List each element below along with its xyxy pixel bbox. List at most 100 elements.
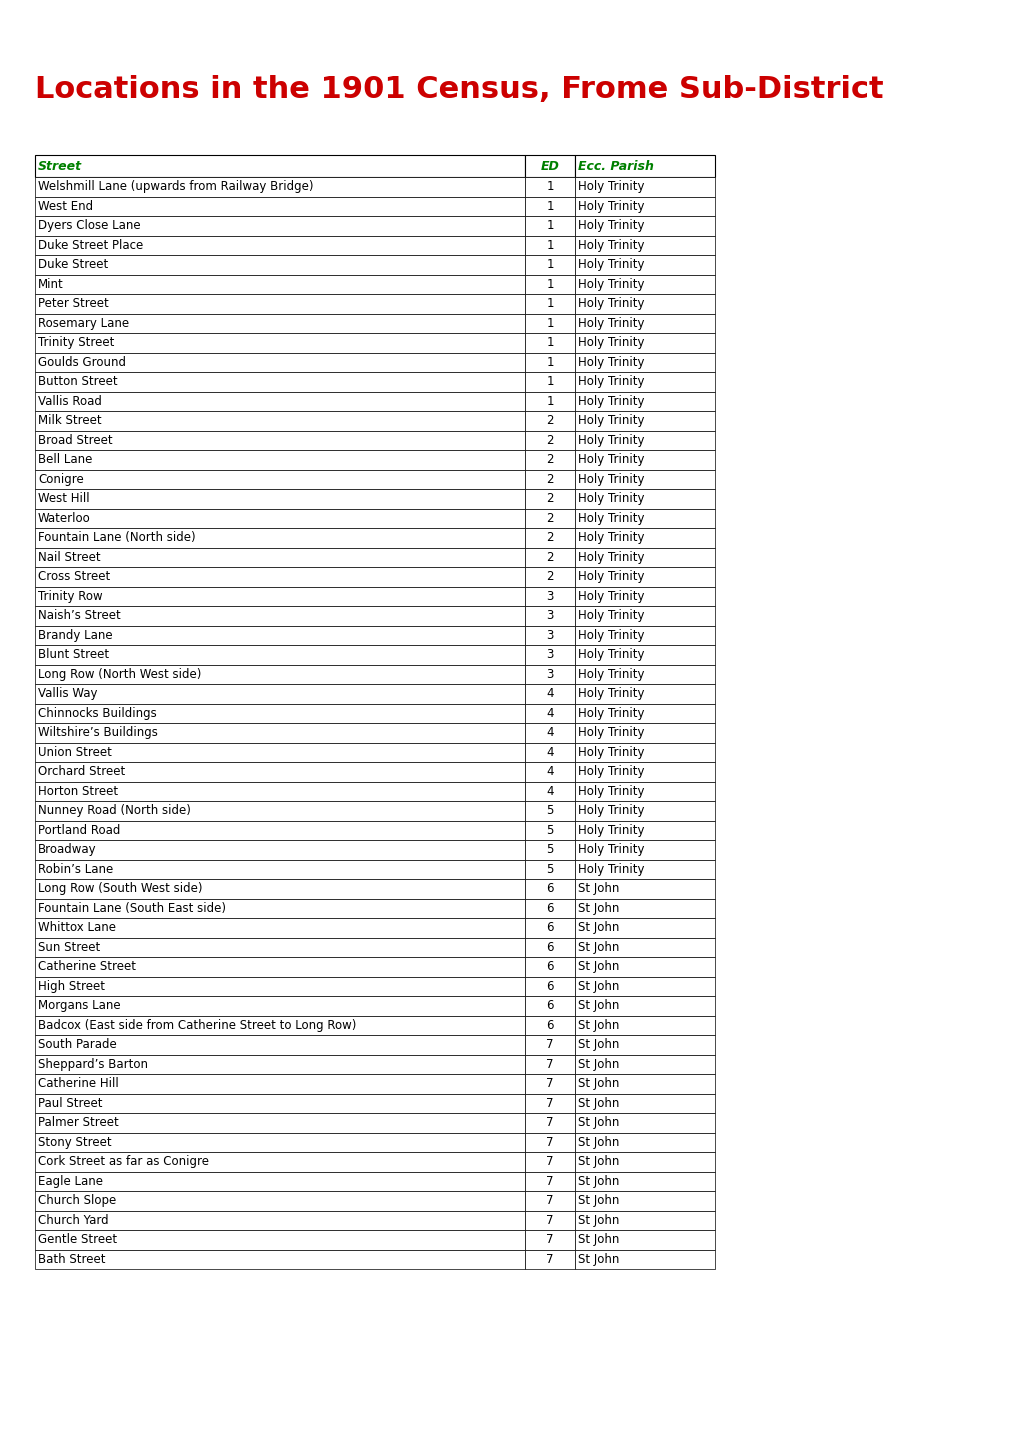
Text: Holy Trinity: Holy Trinity <box>578 395 644 408</box>
Bar <box>575 1094 714 1113</box>
Bar <box>575 1055 714 1074</box>
Bar <box>575 782 714 801</box>
Bar <box>525 411 575 430</box>
Text: Church Slope: Church Slope <box>38 1195 116 1208</box>
Text: Fountain Lane (South East side): Fountain Lane (South East side) <box>38 902 226 915</box>
Text: 6: 6 <box>546 941 553 954</box>
Bar <box>35 1055 525 1074</box>
Bar <box>35 1035 525 1055</box>
Bar <box>575 879 714 899</box>
Bar <box>35 294 525 313</box>
Bar <box>525 430 575 450</box>
Bar <box>525 684 575 704</box>
Bar <box>525 391 575 411</box>
Bar <box>525 938 575 957</box>
Bar <box>525 1211 575 1229</box>
Bar <box>575 430 714 450</box>
Text: Vallis Road: Vallis Road <box>38 395 102 408</box>
Bar <box>575 899 714 918</box>
Text: 4: 4 <box>546 746 553 759</box>
Bar <box>525 723 575 743</box>
Bar <box>35 450 525 469</box>
Text: Cork Street as far as Conigre: Cork Street as far as Conigre <box>38 1156 209 1169</box>
Text: Blunt Street: Blunt Street <box>38 648 109 661</box>
Text: 1: 1 <box>546 199 553 212</box>
Text: Holy Trinity: Holy Trinity <box>578 785 644 798</box>
Bar <box>575 216 714 235</box>
Bar <box>525 1190 575 1211</box>
Text: 7: 7 <box>546 1039 553 1052</box>
Text: Holy Trinity: Holy Trinity <box>578 746 644 759</box>
Text: Sun Street: Sun Street <box>38 941 100 954</box>
Text: Broad Street: Broad Street <box>38 434 112 447</box>
Bar <box>575 1190 714 1211</box>
Text: Cross Street: Cross Street <box>38 570 110 583</box>
Text: 5: 5 <box>546 824 553 837</box>
Bar <box>575 567 714 586</box>
Bar <box>575 154 714 177</box>
Text: 1: 1 <box>546 297 553 310</box>
Text: Holy Trinity: Holy Trinity <box>578 707 644 720</box>
Text: St John: St John <box>578 882 619 895</box>
Text: St John: St John <box>578 941 619 954</box>
Text: 3: 3 <box>546 668 553 681</box>
Text: 7: 7 <box>546 1136 553 1149</box>
Text: Holy Trinity: Holy Trinity <box>578 531 644 544</box>
Bar <box>35 879 525 899</box>
Bar <box>575 1035 714 1055</box>
Bar <box>35 177 525 196</box>
Text: Holy Trinity: Holy Trinity <box>578 804 644 817</box>
Bar <box>525 1055 575 1074</box>
Bar <box>575 391 714 411</box>
Bar <box>35 1094 525 1113</box>
Text: 7: 7 <box>546 1175 553 1188</box>
Bar <box>575 1152 714 1172</box>
Text: 6: 6 <box>546 902 553 915</box>
Bar <box>525 469 575 489</box>
Bar <box>35 899 525 918</box>
Bar <box>35 1133 525 1152</box>
Text: Long Row (South West side): Long Row (South West side) <box>38 882 203 895</box>
Text: Holy Trinity: Holy Trinity <box>578 356 644 369</box>
Bar <box>525 1152 575 1172</box>
Bar <box>35 255 525 274</box>
Text: 1: 1 <box>546 336 553 349</box>
Text: Catherine Street: Catherine Street <box>38 960 136 973</box>
Text: 1: 1 <box>546 219 553 232</box>
Bar <box>575 547 714 567</box>
Text: 7: 7 <box>546 1195 553 1208</box>
Text: 2: 2 <box>546 570 553 583</box>
Text: Holy Trinity: Holy Trinity <box>578 512 644 525</box>
Bar <box>35 743 525 762</box>
Text: Holy Trinity: Holy Trinity <box>578 375 644 388</box>
Bar <box>35 918 525 938</box>
Text: Bell Lane: Bell Lane <box>38 453 93 466</box>
Bar <box>525 918 575 938</box>
Bar <box>35 704 525 723</box>
Text: Holy Trinity: Holy Trinity <box>578 414 644 427</box>
Text: Morgans Lane: Morgans Lane <box>38 999 120 1012</box>
Bar <box>35 216 525 235</box>
Bar <box>525 1133 575 1152</box>
Bar <box>35 1172 525 1190</box>
Bar <box>35 1229 525 1250</box>
Bar <box>35 1074 525 1094</box>
Text: 6: 6 <box>546 980 553 993</box>
Bar <box>575 860 714 879</box>
Text: St John: St John <box>578 1195 619 1208</box>
Text: 2: 2 <box>546 531 553 544</box>
Text: St John: St John <box>578 1058 619 1071</box>
Bar <box>35 430 525 450</box>
Bar <box>35 1016 525 1035</box>
Bar <box>525 1250 575 1268</box>
Text: St John: St John <box>578 902 619 915</box>
Bar <box>575 801 714 821</box>
Text: Holy Trinity: Holy Trinity <box>578 648 644 661</box>
Text: Holy Trinity: Holy Trinity <box>578 668 644 681</box>
Bar <box>575 625 714 645</box>
Bar <box>35 860 525 879</box>
Text: Stony Street: Stony Street <box>38 1136 111 1149</box>
Text: Holy Trinity: Holy Trinity <box>578 180 644 193</box>
Bar <box>575 586 714 606</box>
Text: Holy Trinity: Holy Trinity <box>578 551 644 564</box>
